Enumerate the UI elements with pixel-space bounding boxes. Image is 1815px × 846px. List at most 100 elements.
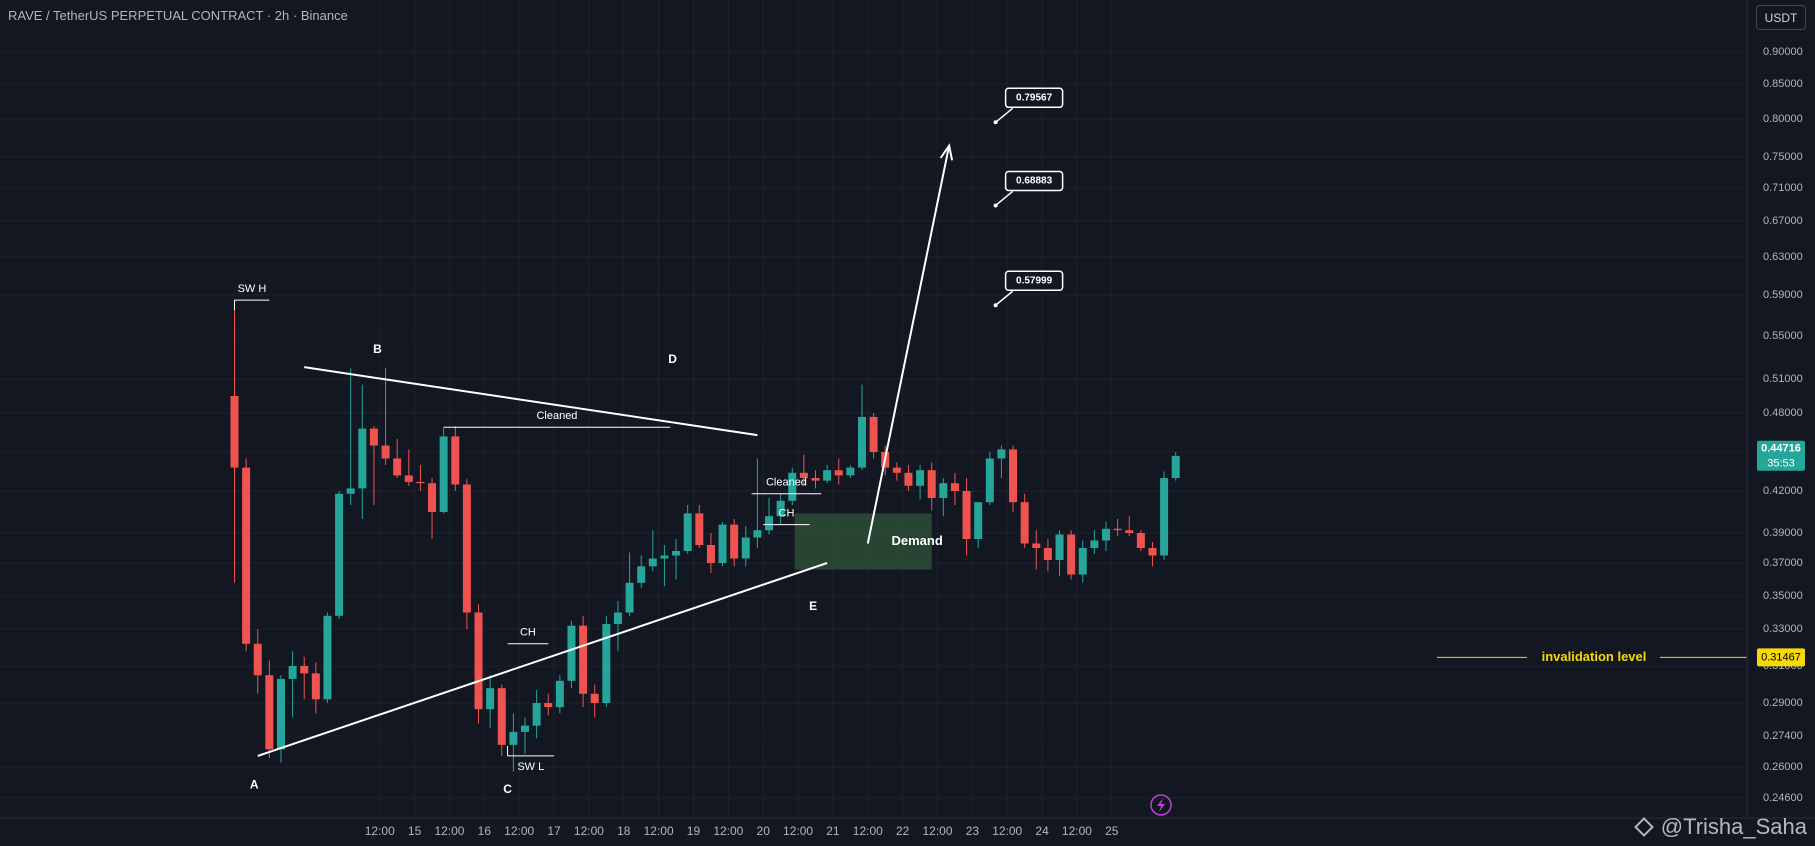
current-price-value: 0.44716 bbox=[1761, 443, 1801, 455]
candle-body bbox=[846, 467, 855, 476]
candle-body bbox=[799, 472, 808, 478]
x-axis-tick-label: 12:00 bbox=[574, 824, 604, 838]
candle-body bbox=[1160, 478, 1169, 556]
x-axis-tick-label: 15 bbox=[408, 824, 422, 838]
y-axis-tick-label: 0.67000 bbox=[1763, 215, 1803, 227]
demand-zone bbox=[794, 513, 932, 570]
candle-body bbox=[916, 470, 925, 486]
target-pointer bbox=[995, 290, 1014, 306]
target-pointer bbox=[995, 107, 1014, 123]
x-axis-tick-label: 12:00 bbox=[713, 824, 743, 838]
candle-body bbox=[904, 472, 913, 486]
candle-body bbox=[300, 666, 309, 674]
watermark: @Trisha_Saha bbox=[1633, 814, 1807, 840]
candle-body bbox=[672, 551, 681, 556]
wave-point-label: A bbox=[250, 778, 259, 792]
candle-body bbox=[706, 545, 715, 563]
candle-body bbox=[1043, 548, 1052, 560]
x-axis-tick-label: 12:00 bbox=[644, 824, 674, 838]
y-axis-tick-label: 0.26000 bbox=[1763, 761, 1803, 773]
target-callout-label: 0.79567 bbox=[1016, 92, 1053, 103]
candle-body bbox=[439, 436, 448, 512]
structure-label: Cleaned bbox=[536, 410, 577, 422]
target-callout bbox=[1004, 170, 1064, 192]
candle-body bbox=[265, 675, 274, 750]
candle-body bbox=[521, 725, 529, 732]
x-axis-tick-label: 17 bbox=[547, 824, 561, 838]
x-axis-tick-label: 25 bbox=[1105, 824, 1119, 838]
candle-body bbox=[730, 524, 739, 559]
candle-body bbox=[276, 678, 285, 750]
y-axis-tick-label: 0.48000 bbox=[1763, 407, 1803, 419]
y-axis-tick-label: 0.71000 bbox=[1763, 182, 1803, 194]
candle-body bbox=[1102, 528, 1110, 541]
candle-body bbox=[1136, 533, 1145, 548]
target-callout-label: 0.68883 bbox=[1016, 176, 1053, 187]
y-axis-tick-label: 0.37000 bbox=[1763, 557, 1803, 569]
wave-point-label: E bbox=[809, 599, 817, 613]
candle-body bbox=[939, 483, 948, 498]
candle-body bbox=[1067, 534, 1076, 575]
candle-body bbox=[1113, 528, 1122, 531]
candle-body bbox=[555, 680, 564, 708]
candle-body bbox=[811, 478, 820, 481]
candle-body bbox=[1148, 548, 1157, 556]
y-axis-tick-label: 0.27400 bbox=[1763, 730, 1803, 742]
candle-body bbox=[625, 582, 634, 613]
wave-point-label: B bbox=[373, 342, 382, 356]
candle-body bbox=[869, 416, 878, 452]
candle-body bbox=[242, 467, 251, 644]
y-axis-tick-label: 0.42000 bbox=[1763, 485, 1803, 497]
demand-zone-label: Demand bbox=[891, 533, 942, 548]
x-axis-tick-label: 12:00 bbox=[853, 824, 883, 838]
candle-body bbox=[834, 470, 843, 476]
candle-body bbox=[567, 625, 576, 681]
candle-body bbox=[288, 666, 297, 679]
x-axis-tick-label: 12:00 bbox=[434, 824, 464, 838]
candle-body bbox=[637, 566, 646, 583]
candle-body bbox=[451, 436, 460, 485]
candle-body bbox=[765, 516, 774, 531]
candle-body bbox=[1125, 530, 1134, 533]
candle-body bbox=[230, 396, 239, 468]
bar-countdown: 35:53 bbox=[1767, 458, 1795, 470]
candle-body bbox=[1171, 455, 1180, 478]
y-axis-tick-label: 0.85000 bbox=[1763, 78, 1803, 90]
candle-body bbox=[369, 428, 378, 446]
lightning-event-icon[interactable] bbox=[1150, 794, 1172, 816]
candle-body bbox=[741, 537, 750, 559]
x-axis-tick-label: 12:00 bbox=[365, 824, 395, 838]
candle-body bbox=[253, 643, 262, 676]
lightning-glyph-icon bbox=[1157, 798, 1165, 812]
current-price-tag bbox=[1757, 440, 1805, 471]
y-axis-tick-label: 0.29000 bbox=[1763, 697, 1803, 709]
trendline bbox=[257, 562, 828, 757]
x-axis-tick-label: 21 bbox=[826, 824, 840, 838]
structure-label: SW L bbox=[517, 761, 544, 773]
candle-body bbox=[544, 703, 553, 708]
candle-body bbox=[974, 502, 983, 539]
candle-body bbox=[718, 524, 727, 563]
candle-body bbox=[579, 625, 588, 694]
candle-body bbox=[474, 612, 483, 710]
candle-body bbox=[1009, 449, 1018, 503]
currency-button[interactable]: USDT bbox=[1756, 5, 1806, 30]
wave-point-label: C bbox=[503, 782, 512, 796]
candle-body bbox=[509, 731, 518, 745]
target-callout bbox=[1004, 87, 1064, 109]
candle-body bbox=[927, 470, 936, 498]
y-axis-tick-label: 0.33000 bbox=[1763, 623, 1803, 635]
candle-body bbox=[358, 428, 367, 489]
candle-body bbox=[985, 458, 994, 503]
candle-body bbox=[393, 458, 402, 476]
candle-body bbox=[613, 612, 622, 625]
candle-body bbox=[857, 416, 866, 468]
candle-body bbox=[997, 449, 1006, 459]
trendline bbox=[304, 366, 758, 437]
invalidation-price-tag bbox=[1757, 648, 1805, 667]
candle-body bbox=[648, 558, 657, 567]
structure-label: Cleaned bbox=[766, 477, 807, 489]
candle-body bbox=[1090, 540, 1099, 548]
